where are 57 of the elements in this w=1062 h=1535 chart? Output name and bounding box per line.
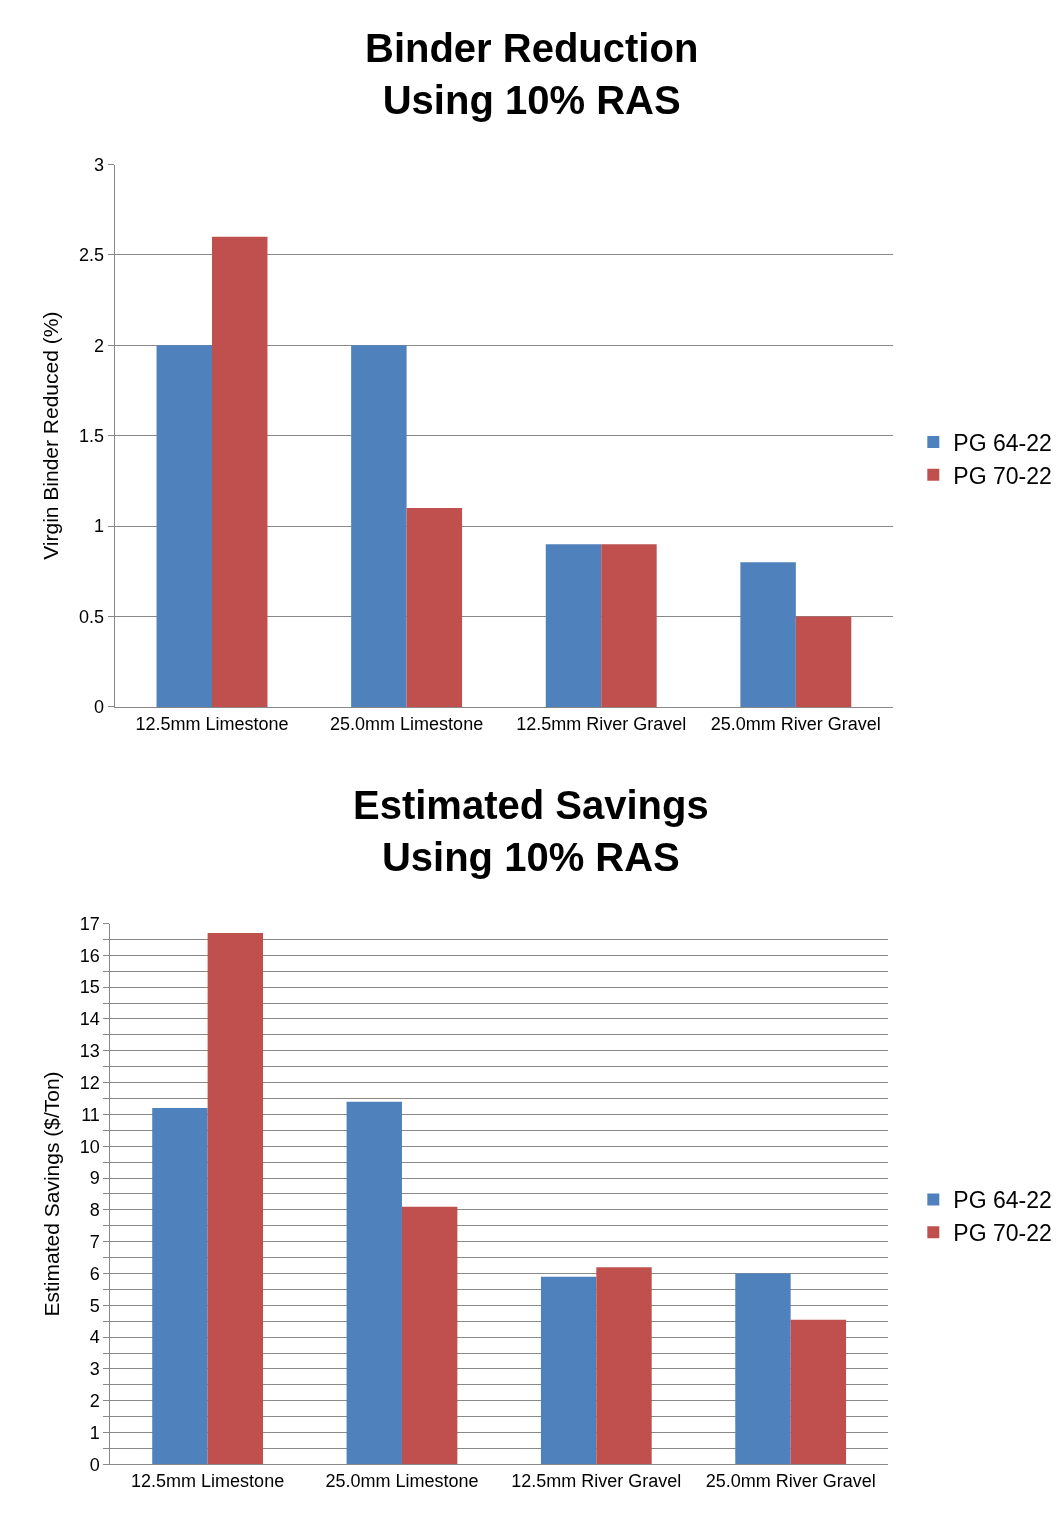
bar <box>735 1273 791 1465</box>
y-tick-label: 5 <box>89 1295 100 1316</box>
bar <box>207 933 264 1465</box>
x-tick-label: 25.0mm Limestone <box>330 713 484 734</box>
y-tick-label: 8 <box>89 1200 100 1221</box>
y-tick-label: 1 <box>89 1422 100 1443</box>
y-tick-label: 0 <box>94 697 105 718</box>
y-tick-label: 4 <box>89 1327 100 1348</box>
bar <box>596 1267 652 1465</box>
y-tick-label: 1 <box>94 516 105 537</box>
y-tick-label: 14 <box>79 1009 100 1030</box>
x-tick-label: 25.0mm River Gravel <box>705 1471 876 1491</box>
bar <box>152 1108 208 1465</box>
y-tick-label: 15 <box>79 977 100 998</box>
legend-label: PG 64-22 <box>953 1187 1052 1214</box>
x-tick-label: 12.5mm Limestone <box>135 713 289 734</box>
x-tick-label: 12.5mm River Gravel <box>511 1471 682 1491</box>
bar <box>212 236 268 707</box>
x-tick-label: 25.0mm Limestone <box>325 1471 479 1491</box>
bar <box>740 562 796 707</box>
y-tick-label: 10 <box>79 1136 100 1157</box>
chart-title: Binder Reduction Using 10% RAS <box>365 26 699 122</box>
y-tick-label: 3 <box>89 1359 100 1380</box>
y-tick-label: 2.5 <box>79 245 105 266</box>
y-tick-label: 11 <box>81 1104 100 1125</box>
bar <box>795 616 852 707</box>
bar <box>790 1319 847 1465</box>
bar <box>346 1101 402 1465</box>
legend-label: PG 70-22 <box>953 462 1052 489</box>
legend-label: PG 64-22 <box>953 429 1052 456</box>
y-tick-label: 3 <box>94 154 105 175</box>
chart-title: Estimated Savings Using 10% RAS <box>353 783 709 879</box>
x-tick-label: 12.5mm River Gravel <box>516 713 687 734</box>
y-tick-label: 16 <box>79 945 100 966</box>
bar <box>156 345 213 707</box>
y-tick-label: 1.5 <box>79 426 105 447</box>
y-tick-label: 0 <box>89 1454 100 1475</box>
y-tick-label: 0.5 <box>79 606 105 627</box>
bar <box>540 1276 597 1465</box>
bar <box>406 508 463 707</box>
y-tick-label: 9 <box>89 1168 100 1189</box>
legend-label: PG 70-22 <box>953 1220 1052 1247</box>
bar <box>545 544 602 707</box>
y-axis-title: Estimated Savings ($/Ton) <box>39 1071 63 1317</box>
x-tick-label: 25.0mm River Gravel <box>710 713 881 734</box>
y-tick-label: 6 <box>89 1263 100 1284</box>
y-tick-label: 2 <box>94 335 105 356</box>
y-tick-label: 7 <box>89 1231 100 1252</box>
y-tick-label: 12 <box>79 1072 100 1093</box>
bar <box>401 1206 458 1465</box>
y-tick-label: 17 <box>79 913 100 934</box>
bar <box>351 345 407 707</box>
y-tick-label: 13 <box>79 1041 100 1062</box>
x-tick-label: 12.5mm Limestone <box>131 1471 285 1491</box>
y-axis-title: Virgin Binder Reduced (%) <box>39 311 63 560</box>
bar <box>601 544 657 707</box>
y-tick-label: 2 <box>89 1391 100 1412</box>
